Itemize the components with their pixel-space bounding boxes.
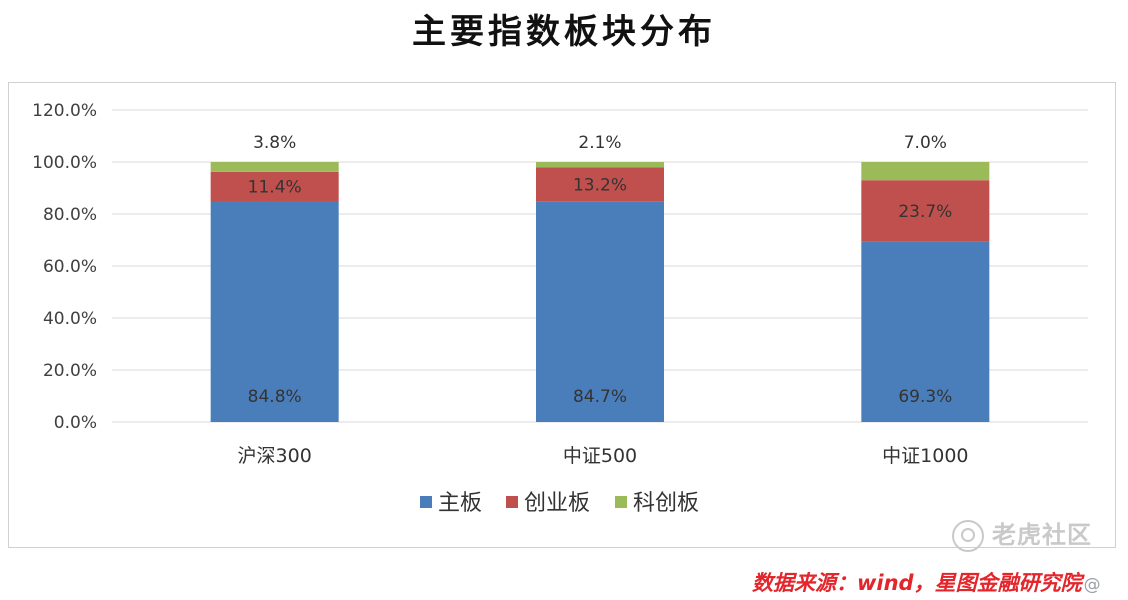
x-category-label: 中证1000: [882, 445, 968, 467]
bar-segment: [210, 162, 339, 172]
data-label: 13.2%: [573, 176, 627, 196]
y-tick-label: 120.0%: [32, 101, 97, 121]
y-tick-label: 20.0%: [43, 361, 97, 381]
bar-segment: [861, 241, 990, 422]
data-label: 3.8%: [253, 133, 296, 153]
bar-segment: [861, 180, 990, 242]
bar-segment: [210, 171, 339, 202]
chart-title: 主要指数板块分布: [412, 12, 716, 52]
legend-swatch: [506, 496, 518, 508]
legend-label: 主板: [438, 491, 482, 516]
bar-segment: [861, 162, 990, 181]
tiger-community-logo-icon: [952, 520, 984, 552]
data-source-note: 数据来源：wind，星图金融研究院 @: [752, 567, 1101, 597]
data-label: 7.0%: [904, 133, 947, 153]
legend-label: 科创板: [633, 491, 699, 516]
x-category-label: 中证500: [563, 445, 637, 467]
y-tick-label: 80.0%: [43, 205, 97, 225]
watermark-text: 老虎社区: [992, 521, 1092, 549]
source-text: 数据来源：wind，星图金融研究院: [752, 571, 1082, 595]
x-category-label: 沪深300: [238, 445, 312, 467]
bar-segment: [536, 162, 664, 168]
data-label: 23.7%: [898, 202, 952, 222]
bar-segment: [536, 167, 664, 202]
bar-segment: [210, 201, 339, 422]
y-tick-label: 40.0%: [43, 309, 97, 329]
y-tick-label: 100.0%: [32, 153, 97, 173]
data-label: 84.8%: [248, 387, 302, 407]
watermark: 老虎社区: [952, 515, 1092, 552]
data-label: 11.4%: [248, 178, 302, 198]
y-tick-label: 0.0%: [54, 413, 97, 433]
legend-swatch: [420, 496, 432, 508]
y-tick-label: 60.0%: [43, 257, 97, 277]
chart-frame: [8, 82, 1116, 548]
data-label: 2.1%: [578, 133, 621, 153]
data-label: 69.3%: [898, 387, 952, 407]
data-label: 84.7%: [573, 387, 627, 407]
legend-label: 创业板: [524, 491, 590, 516]
source-handle: @: [1083, 575, 1101, 595]
bar-segment: [536, 201, 664, 422]
legend-swatch: [615, 496, 627, 508]
